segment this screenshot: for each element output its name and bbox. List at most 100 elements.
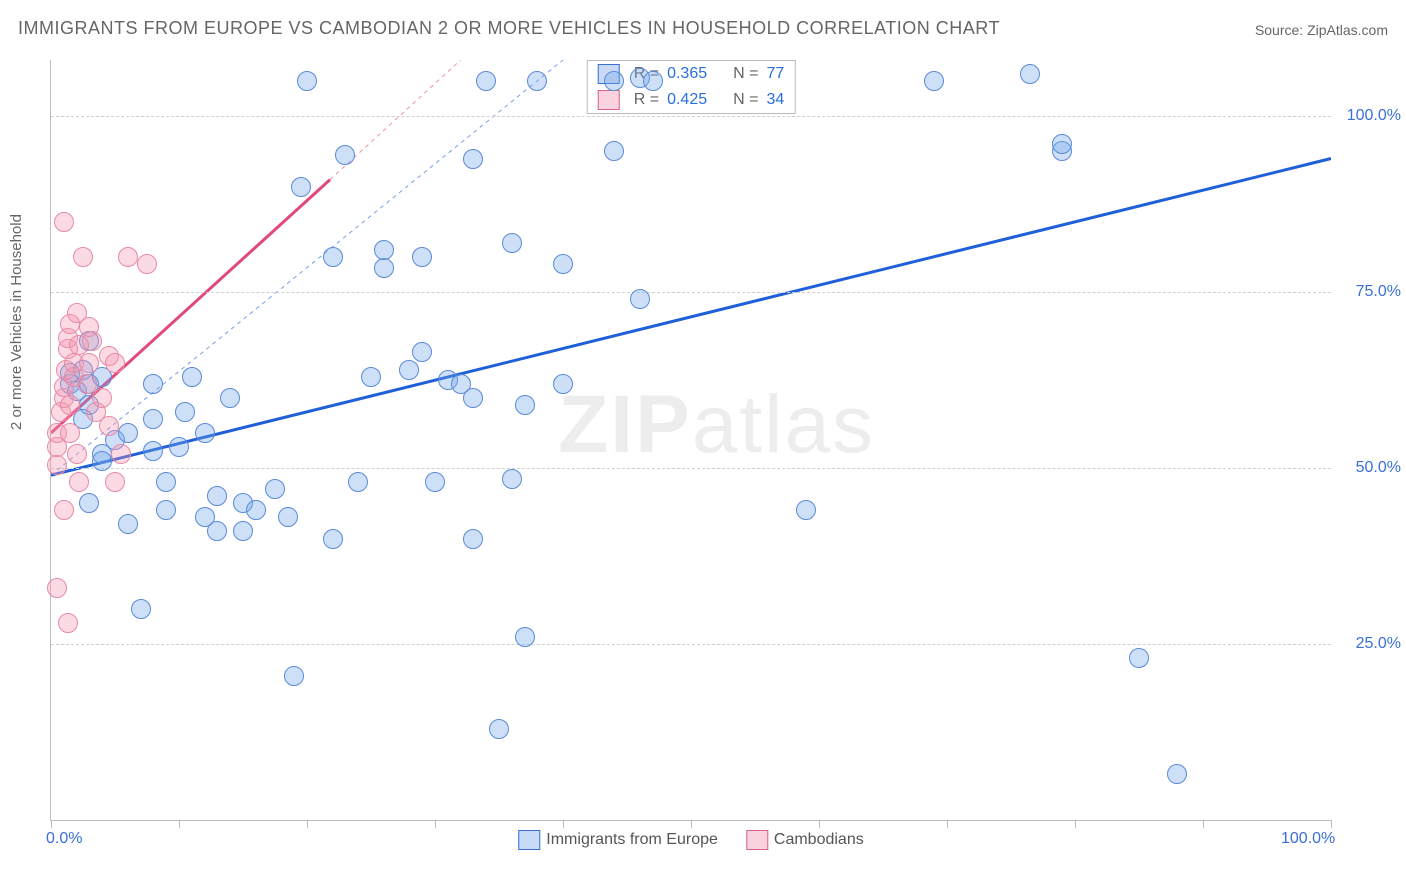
x-tick <box>691 820 692 828</box>
data-point <box>60 395 80 415</box>
data-point <box>195 423 215 443</box>
data-point <box>118 247 138 267</box>
x-tick-label: 0.0% <box>46 830 82 848</box>
pink-swatch-icon <box>746 830 768 850</box>
data-point <box>118 514 138 534</box>
x-tick <box>1203 820 1204 828</box>
data-point <box>412 342 432 362</box>
data-point <box>643 71 663 91</box>
data-point <box>399 360 419 380</box>
data-point <box>47 578 67 598</box>
data-point <box>118 423 138 443</box>
data-point <box>1167 764 1187 784</box>
x-tick <box>819 820 820 828</box>
y-tick-label: 100.0% <box>1341 107 1401 125</box>
blue-swatch-icon <box>518 830 540 850</box>
chart-title: IMMIGRANTS FROM EUROPE VS CAMBODIAN 2 OR… <box>18 18 1000 39</box>
data-point <box>82 331 102 351</box>
data-point <box>924 71 944 91</box>
data-point <box>527 71 547 91</box>
x-tick <box>307 820 308 828</box>
trend-lines <box>51 60 1331 820</box>
data-point <box>92 451 112 471</box>
x-tick <box>435 820 436 828</box>
data-point <box>58 613 78 633</box>
scatter-plot: ZIPatlas R =0.365N =77R =0.425N =34 Immi… <box>50 60 1331 821</box>
data-point <box>105 353 125 373</box>
x-tick <box>1331 820 1332 828</box>
gridline-h <box>51 116 1331 117</box>
data-point <box>630 289 650 309</box>
x-tick <box>51 820 52 828</box>
data-point <box>463 388 483 408</box>
data-point <box>73 247 93 267</box>
data-point <box>361 367 381 387</box>
data-point <box>489 719 509 739</box>
data-point <box>502 233 522 253</box>
data-point <box>92 388 112 408</box>
legend-item: Immigrants from Europe <box>518 830 718 850</box>
data-point <box>1020 64 1040 84</box>
data-point <box>156 500 176 520</box>
data-point <box>233 521 253 541</box>
data-point <box>60 423 80 443</box>
data-point <box>515 395 535 415</box>
data-point <box>502 469 522 489</box>
data-point <box>54 212 74 232</box>
y-tick-label: 25.0% <box>1341 635 1401 653</box>
legend-item: Cambodians <box>746 830 864 850</box>
data-point <box>425 472 445 492</box>
data-point <box>553 254 573 274</box>
data-point <box>553 374 573 394</box>
data-point <box>278 507 298 527</box>
data-point <box>348 472 368 492</box>
data-point <box>374 258 394 278</box>
data-point <box>67 444 87 464</box>
data-point <box>143 374 163 394</box>
watermark: ZIPatlas <box>558 378 875 472</box>
x-tick-label: 100.0% <box>1281 830 1335 848</box>
data-point <box>796 500 816 520</box>
series-legend: Immigrants from Europe Cambodians <box>518 830 863 850</box>
data-point <box>463 149 483 169</box>
data-point <box>169 437 189 457</box>
data-point <box>323 247 343 267</box>
data-point <box>99 416 119 436</box>
data-point <box>604 71 624 91</box>
data-point <box>79 493 99 513</box>
data-point <box>463 529 483 549</box>
data-point <box>284 666 304 686</box>
data-point <box>131 599 151 619</box>
legend-label: Cambodians <box>774 831 864 848</box>
y-axis-label: 2 or more Vehicles in Household <box>8 214 25 430</box>
data-point <box>323 529 343 549</box>
data-point <box>207 486 227 506</box>
data-point <box>143 409 163 429</box>
data-point <box>335 145 355 165</box>
data-point <box>207 521 227 541</box>
data-point <box>604 141 624 161</box>
data-point <box>265 479 285 499</box>
x-tick <box>179 820 180 828</box>
data-point <box>182 367 202 387</box>
x-tick <box>563 820 564 828</box>
data-point <box>143 441 163 461</box>
data-point <box>476 71 496 91</box>
y-tick-label: 50.0% <box>1341 459 1401 477</box>
data-point <box>137 254 157 274</box>
data-point <box>374 240 394 260</box>
data-point <box>175 402 195 422</box>
x-tick <box>947 820 948 828</box>
data-point <box>105 472 125 492</box>
y-tick-label: 75.0% <box>1341 283 1401 301</box>
gridline-h <box>51 292 1331 293</box>
data-point <box>291 177 311 197</box>
data-point <box>246 500 266 520</box>
data-point <box>1052 134 1072 154</box>
data-point <box>515 627 535 647</box>
x-tick <box>1075 820 1076 828</box>
legend-label: Immigrants from Europe <box>546 831 718 848</box>
data-point <box>111 444 131 464</box>
data-point <box>79 353 99 373</box>
data-point <box>156 472 176 492</box>
